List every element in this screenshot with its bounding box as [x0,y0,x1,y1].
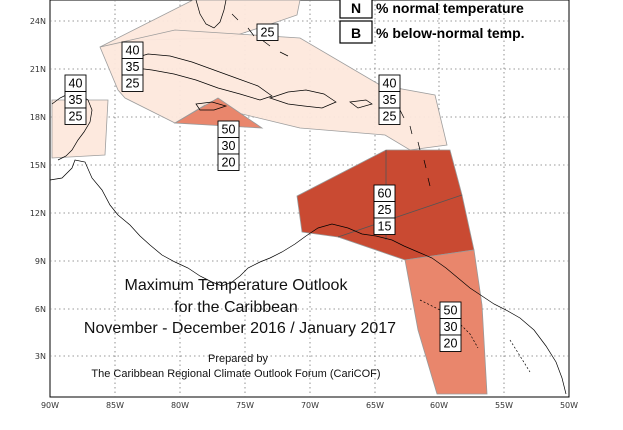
lat-label: 3N [35,352,46,361]
coast-bahamas [231,13,289,57]
lon-label: 55W [495,401,513,410]
lon-label: 75W [236,401,254,410]
probability-cell [378,107,401,125]
probability-box: 60 25 15 [373,184,396,235]
probability-value: 50 [222,123,236,137]
legend-key-1: N [351,0,361,16]
lon-label: 60W [430,401,448,410]
coast-cuba [127,53,273,101]
probability-value: 25 [261,26,275,40]
coast-lesser-antilles [399,109,431,187]
coastlines [49,0,567,395]
probability-box: 40 35 25 [121,41,144,92]
lon-label: 50W [560,401,578,410]
lat-label: 6N [35,305,46,314]
legend-key-box-2 [339,20,373,44]
probability-value: 20 [222,156,236,170]
legend-text-1: % normal temperature [376,0,524,16]
probability-value: 40 [69,77,83,91]
probability-value: 25 [383,110,397,124]
credit-line-2: The Caribbean Regional Climate Outlook F… [91,368,380,380]
probability-box: 40 35 25 [64,74,87,125]
probability-value: 40 [383,77,397,91]
probability-value: 35 [69,93,83,107]
probability-cell [439,334,462,352]
longitude-labels: 90W 85W 80W 75W 70W 65W 60W 55W 50W [41,401,578,410]
probability-value: 30 [444,320,458,334]
coast-hispaniola [268,89,337,109]
probability-value: 15 [378,220,392,234]
lon-label: 90W [41,401,59,410]
title-line-1: Maximum Temperature Outlook [125,277,349,294]
probability-value: 60 [378,187,392,201]
credit-line-1: Prepared by [208,353,268,365]
probability-boxes: 25 40 35 25 40 35 25 40 35 25 50 30 20 60 25 15 50 30 20 [64,23,462,352]
legend-key-box-1 [339,0,373,19]
lat-label: 18N [30,113,46,122]
title-block: Maximum Temperature Outlook for the Cari… [84,277,396,380]
probability-cell [373,217,396,235]
probability-value: 35 [126,60,140,74]
lon-label: 85W [106,401,124,410]
zone-greater-antilles [99,29,448,151]
probability-cell [121,74,144,92]
probability-cell [217,153,240,171]
probability-cell [64,107,87,125]
coast-puerto-rico [349,99,373,109]
probability-box: 25 [256,23,279,41]
lat-label: 15N [30,161,46,170]
coast-central-america [49,159,307,287]
coast-florida [195,0,227,29]
probability-value: 40 [126,44,140,58]
legend-text-2: % below-normal temp. [376,25,525,41]
lon-label: 70W [301,401,319,410]
lon-label: 80W [171,401,189,410]
probability-value: 35 [383,93,397,107]
probability-value: 20 [444,337,458,351]
lat-label: 21N [30,65,46,74]
probability-box: 50 30 20 [217,120,240,171]
zone-divider-1 [337,194,463,238]
legend: N % normal temperature B % below-normal … [339,0,525,44]
coast-south-america [305,223,567,395]
lat-label: 24N [30,17,46,26]
probability-cell [256,23,279,41]
latitude-labels: 3N 6N 9N 12N 15N 18N 21N 24N [30,17,46,361]
lat-label: 12N [30,209,46,218]
legend-key-2: B [351,25,361,41]
coast-jamaica [195,101,228,111]
title-line-2: for the Caribbean [174,299,298,316]
probability-value: 25 [126,77,140,91]
lon-label: 65W [366,401,384,410]
probability-box: 50 30 20 [439,301,462,352]
probability-value: 30 [222,139,236,153]
probability-value: 25 [378,203,392,217]
title-line-3: November - December 2016 / January 2017 [84,320,396,337]
probability-value: 25 [69,110,83,124]
probability-value: 50 [444,304,458,318]
lat-label: 9N [35,257,46,266]
plot-frame [49,0,570,398]
probability-box: 40 35 25 [378,74,401,125]
